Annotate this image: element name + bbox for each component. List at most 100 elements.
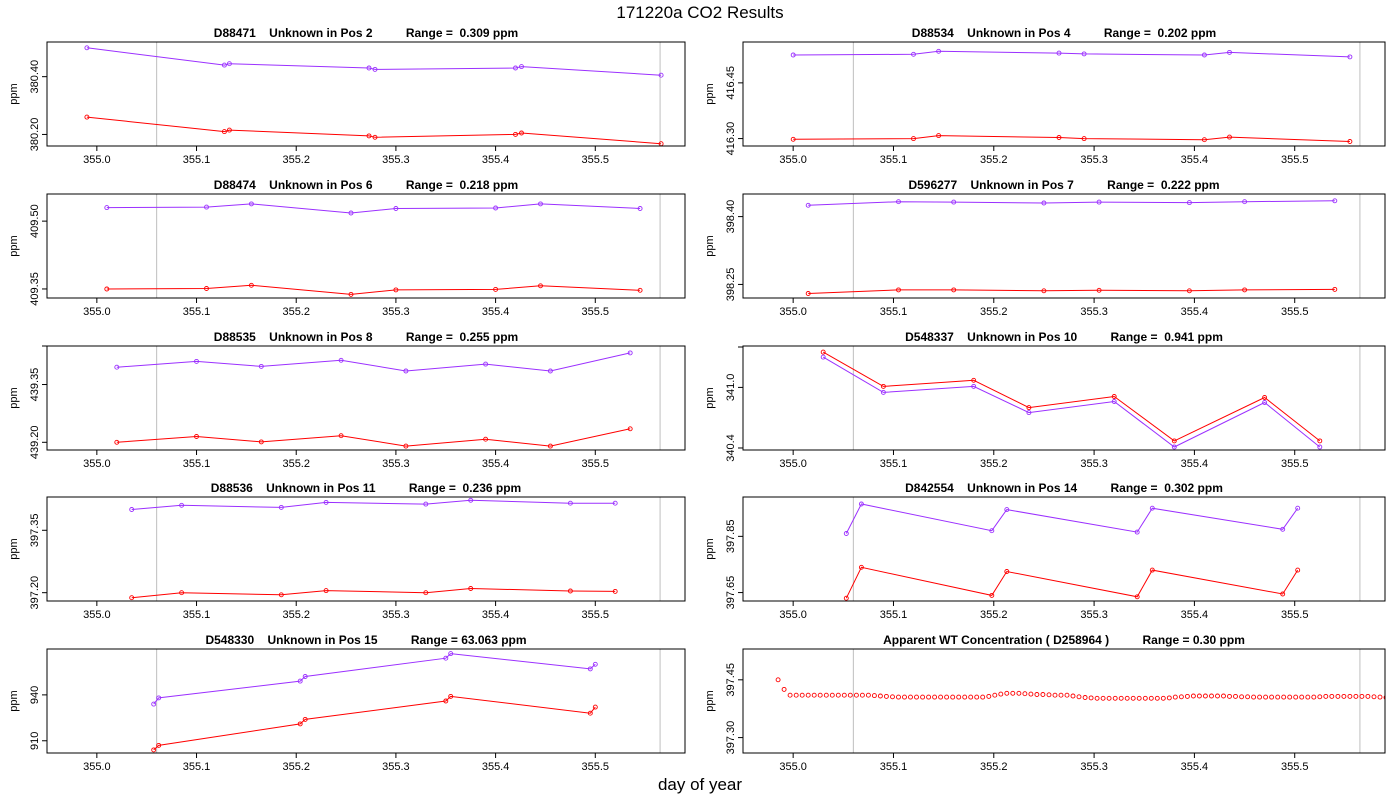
data-point bbox=[1004, 690, 1010, 696]
data-point bbox=[829, 692, 835, 698]
chart-panel-3: D88474 Unknown in Pos 6 Range = 0.218 pp… bbox=[8, 178, 686, 318]
x-tick-label: 355.2 bbox=[282, 154, 310, 166]
data-point bbox=[1365, 693, 1371, 699]
data-point bbox=[1022, 691, 1028, 697]
data-point bbox=[1251, 694, 1257, 700]
data-point bbox=[443, 698, 449, 704]
data-point bbox=[1148, 695, 1154, 701]
data-point bbox=[129, 595, 135, 601]
y-tick-label: 416.30 bbox=[725, 122, 737, 156]
data-point bbox=[998, 691, 1004, 697]
panel-title: D88474 Unknown in Pos 6 Range = 0.218 pp… bbox=[214, 178, 518, 192]
data-point bbox=[986, 693, 992, 699]
data-point bbox=[592, 661, 598, 667]
data-point bbox=[1034, 692, 1040, 697]
data-point bbox=[1118, 695, 1124, 701]
x-tick-label: 355.5 bbox=[582, 306, 610, 318]
data-point bbox=[799, 692, 805, 698]
data-point bbox=[1010, 690, 1016, 696]
data-point bbox=[1026, 405, 1032, 411]
y-tick-label: 398.25 bbox=[725, 268, 737, 302]
series-line-purple bbox=[822, 356, 1321, 448]
data-point bbox=[513, 131, 518, 137]
data-point bbox=[843, 595, 849, 601]
data-point bbox=[114, 439, 120, 445]
data-point bbox=[519, 64, 524, 70]
y-axis-label: ppm bbox=[8, 538, 20, 559]
chart-panel-8: D842554 Unknown in Pos 14 Range = 0.302 … bbox=[704, 481, 1386, 621]
data-point bbox=[1227, 693, 1232, 699]
data-point bbox=[348, 291, 354, 297]
data-point bbox=[1134, 594, 1140, 600]
data-point bbox=[971, 377, 977, 383]
x-tick-label: 355.4 bbox=[1181, 609, 1209, 621]
x-tick-label: 355.0 bbox=[779, 458, 807, 470]
x-tick-label: 355.2 bbox=[282, 761, 310, 773]
x-tick-label: 355.3 bbox=[382, 458, 410, 470]
data-point bbox=[1046, 692, 1052, 698]
data-point bbox=[890, 694, 895, 700]
data-point bbox=[841, 692, 847, 698]
data-point bbox=[1311, 694, 1317, 700]
data-point bbox=[1353, 693, 1359, 699]
data-point bbox=[853, 692, 859, 698]
data-point bbox=[1323, 693, 1329, 699]
data-point bbox=[962, 694, 968, 700]
x-tick-label: 355.2 bbox=[282, 609, 310, 621]
chart-panel-7: D88536 Unknown in Pos 11 Range = 0.236 p… bbox=[8, 481, 686, 621]
data-point bbox=[114, 364, 120, 370]
data-point bbox=[1295, 505, 1301, 511]
data-point bbox=[627, 350, 633, 356]
x-tick-label: 355.4 bbox=[482, 609, 510, 621]
data-point bbox=[1347, 139, 1353, 144]
data-point bbox=[1221, 693, 1226, 699]
series-line-red bbox=[153, 695, 596, 751]
data-point bbox=[938, 694, 944, 700]
data-point bbox=[204, 204, 209, 210]
data-point bbox=[936, 48, 942, 54]
data-point bbox=[221, 62, 227, 68]
x-tick-label: 355.1 bbox=[183, 154, 211, 166]
data-point bbox=[448, 651, 454, 657]
data-point bbox=[883, 693, 889, 699]
data-point bbox=[1196, 693, 1202, 699]
data-point bbox=[627, 426, 633, 432]
data-point bbox=[637, 206, 643, 211]
data-point bbox=[956, 694, 962, 700]
y-axis-label: ppm bbox=[704, 235, 716, 256]
data-point bbox=[843, 531, 849, 536]
x-tick-label: 355.5 bbox=[1281, 761, 1309, 773]
data-point bbox=[194, 434, 199, 439]
data-point bbox=[221, 129, 227, 135]
data-point bbox=[1081, 136, 1087, 142]
y-tick-label: 397.45 bbox=[725, 663, 737, 697]
data-point bbox=[567, 500, 573, 506]
data-point bbox=[1201, 52, 1207, 58]
data-point bbox=[1383, 695, 1385, 700]
plot-frame bbox=[742, 193, 1386, 299]
data-point bbox=[1371, 694, 1377, 700]
plot-frame bbox=[46, 648, 686, 754]
panel-title: D596277 Unknown in Pos 7 Range = 0.222 p… bbox=[908, 178, 1219, 192]
data-point bbox=[880, 389, 886, 395]
data-point bbox=[896, 199, 901, 205]
data-point bbox=[151, 701, 157, 707]
data-point bbox=[179, 502, 185, 508]
data-point bbox=[547, 443, 553, 449]
x-tick-label: 355.3 bbox=[1080, 154, 1108, 166]
data-group bbox=[84, 45, 664, 146]
y-tick-label: 409.35 bbox=[29, 272, 41, 306]
data-point bbox=[865, 692, 871, 698]
data-point bbox=[278, 504, 284, 510]
x-tick-label: 355.0 bbox=[83, 154, 111, 166]
x-tick-label: 355.1 bbox=[183, 761, 211, 773]
x-tick-label: 355.1 bbox=[880, 609, 908, 621]
data-point bbox=[793, 692, 799, 698]
y-tick-label: 341.0 bbox=[725, 374, 737, 402]
data-point bbox=[1106, 695, 1112, 701]
series-line-purple bbox=[793, 50, 1350, 58]
series-line-red bbox=[822, 351, 1321, 442]
data-point bbox=[156, 695, 162, 701]
data-point bbox=[448, 693, 454, 699]
data-point bbox=[1076, 694, 1082, 700]
